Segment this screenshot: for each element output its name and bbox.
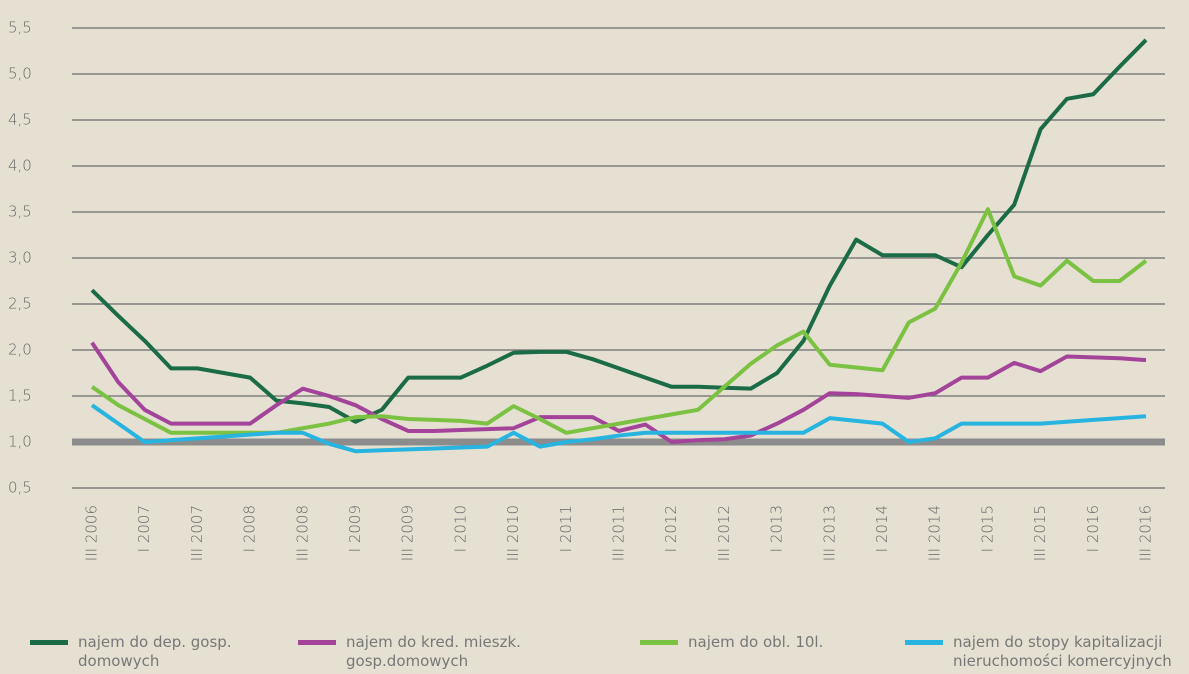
series-line (90, 207, 1148, 435)
legend-item: najem do kred. mieszk. gosp.domowych (298, 633, 576, 671)
chart: 0,5 1,0 1,5 2,0 2,5 3,0 3,5 4,0 4,5 5,0 5,5 III 200… (8, 19, 1165, 561)
x-tick-label: III 2006 (83, 505, 101, 561)
y-tick-label: 0,5 (8, 479, 32, 497)
series-line (90, 403, 1147, 454)
y-tick-label: 4,5 (8, 111, 32, 129)
x-tick-label: I 2010 (451, 505, 469, 552)
legend: najem do dep. gosp. domowych najem do kre… (0, 633, 1189, 674)
x-tick-label: III 2016 (1137, 505, 1155, 561)
x-tick-label: III 2014 (926, 505, 944, 561)
legend-swatch (905, 640, 943, 645)
x-tick-label: I 2015 (978, 505, 996, 552)
x-tick-label: I 2012 (662, 505, 680, 552)
legend-swatch (640, 640, 678, 645)
series-line (90, 38, 1148, 424)
x-tick-label: I 2014 (873, 505, 891, 552)
x-tick-label: I 2016 (1084, 505, 1102, 552)
y-tick-label: 1,5 (8, 387, 32, 405)
legend-item: najem do dep. gosp. domowych (30, 633, 298, 671)
y-tick-label: 5,0 (8, 65, 32, 83)
x-tick-label: III 2011 (610, 505, 628, 561)
x-tick-label: I 2008 (241, 505, 259, 552)
x-tick-label: III 2007 (188, 505, 206, 561)
x-tick-label: III 2012 (715, 505, 733, 561)
legend-item: najem do obl. 10l. (640, 633, 888, 652)
x-tick-label: I 2011 (557, 505, 575, 552)
y-tick-label: 1,0 (8, 433, 32, 451)
legend-item: najem do stopy kapitalizacji nieruchomoś… (905, 633, 1189, 671)
x-tick-label: III 2008 (293, 505, 311, 561)
y-tick-label: 3,5 (8, 203, 32, 221)
x-tick-label: III 2010 (504, 505, 522, 561)
legend-label: najem do obl. 10l. (688, 633, 824, 651)
x-tick-label: I 2013 (768, 505, 786, 552)
y-tick-label: 5,5 (8, 19, 32, 37)
y-tick-label: 2,0 (8, 341, 32, 359)
y-tick-label: 2,5 (8, 295, 32, 313)
legend-swatch (298, 640, 336, 645)
x-tick-label: III 2009 (399, 505, 417, 561)
x-tick-label: I 2007 (135, 505, 153, 552)
legend-label: najem do dep. gosp. domowych (78, 633, 232, 670)
legend-label: najem do kred. mieszk. gosp.domowych (346, 633, 521, 670)
y-tick-label: 4,0 (8, 157, 32, 175)
y-tick-label: 3,0 (8, 249, 32, 267)
series-line (90, 341, 1147, 444)
legend-label: najem do stopy kapitalizacji nieruchomoś… (953, 633, 1172, 670)
x-tick-label: III 2015 (1031, 505, 1049, 561)
legend-swatch (30, 640, 68, 645)
x-tick-label: I 2009 (346, 505, 364, 552)
x-tick-label: III 2013 (820, 505, 838, 561)
